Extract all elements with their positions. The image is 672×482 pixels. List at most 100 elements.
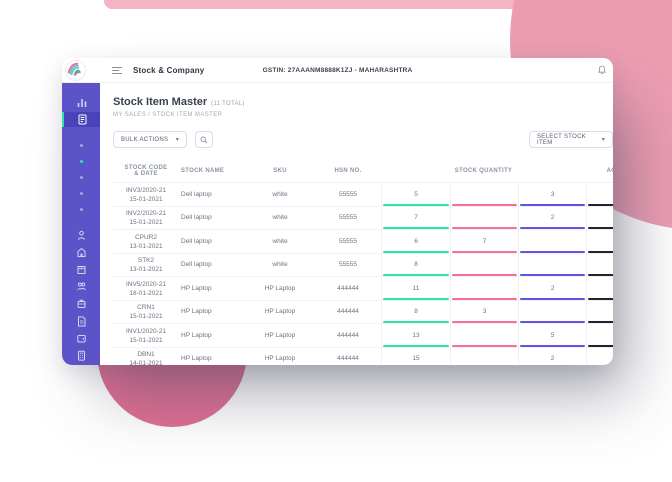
cell-stock-name: HP Laptop	[181, 331, 212, 339]
sidebar-dot-item[interactable]	[79, 175, 83, 179]
store-icon	[77, 247, 85, 257]
cell-quantity-2	[450, 183, 518, 206]
cell-stock-name: Dell laptop	[181, 214, 212, 222]
page-title: Stock Item Master	[113, 96, 208, 108]
cell-sku: white	[272, 190, 288, 198]
cell-stock-code-date: INV3/2020-21 15-01-2021	[125, 186, 167, 203]
cell-sku: white	[272, 237, 288, 245]
sidebar-dot-item[interactable]	[79, 207, 83, 211]
menu-toggle-icon[interactable]	[112, 65, 122, 76]
select-stock-item-dropdown[interactable]: SELECT STOCK ITEM ▾	[529, 131, 613, 148]
breadcrumb[interactable]: MY SALES / STOCK ITEM MASTER	[113, 112, 223, 118]
cell-quantity-1: 15	[381, 347, 450, 365]
sidebar-dot-item[interactable]	[79, 159, 83, 163]
table-row[interactable]: INV5/2020-21 18-01-2021 HP Laptop HP Laptop…	[113, 276, 613, 300]
cell-quantity-3: 2	[518, 347, 586, 365]
table-row[interactable]: INV3/2020-21 15-01-2021 Dell laptop white 55…	[113, 182, 613, 206]
cell-quantity-3: 2	[518, 206, 586, 229]
cell-quantity-1: 7	[381, 206, 450, 229]
cell-sku: HP Laptop	[264, 284, 296, 292]
calculator-icon	[77, 350, 85, 361]
cell-action[interactable]	[586, 300, 613, 323]
sidebar-item-bar-chart[interactable]	[62, 95, 100, 110]
table-row[interactable]: DBN1 14-01-2021 HP Laptop HP Laptop 444444 15…	[113, 346, 613, 365]
brand-logo-icon[interactable]	[65, 59, 86, 81]
cell-quantity-1: 8	[381, 253, 450, 276]
cell-quantity-3	[518, 300, 586, 323]
cell-hsn: 444444	[337, 308, 359, 316]
cell-quantity-2	[450, 277, 518, 300]
col-header-stock-code[interactable]: STOCK CODE & DATE	[124, 165, 168, 177]
bulk-actions-label: BULK ACTIONS	[121, 136, 169, 143]
toolbar: BULK ACTIONS ▾ SELECT STOCK ITEM ▾	[113, 131, 613, 148]
table-row[interactable]: CRN1 15-01-2021 HP Laptop HP Laptop 444444 8 3	[113, 299, 613, 323]
table-row[interactable]: CPUR2 13-01-2021 Dell laptop white 55555 6 7	[113, 229, 613, 253]
cell-quantity-3	[518, 253, 586, 276]
col-header-hsn[interactable]: HSN NO.	[334, 168, 362, 174]
col-header-sku[interactable]: SKU	[273, 168, 287, 174]
bulk-actions-dropdown[interactable]: BULK ACTIONS ▾	[113, 131, 187, 148]
main-content: Stock Item Master (11 TOTAL) MY SALES / …	[100, 83, 613, 365]
cell-action[interactable]	[586, 277, 613, 300]
cell-quantity-3: 3	[518, 183, 586, 206]
sidebar-item-invoice[interactable]	[62, 112, 100, 128]
cell-action[interactable]	[586, 324, 613, 347]
cell-quantity-1: 11	[381, 277, 450, 300]
sidebar-item-document[interactable]	[62, 313, 100, 328]
search-button[interactable]	[195, 131, 213, 148]
briefcase-icon	[77, 300, 85, 309]
contact-icon	[77, 230, 85, 240]
cell-stock-name: Dell laptop	[181, 237, 212, 245]
cell-quantity-1: 6	[381, 230, 450, 253]
stock-table: STOCK CODE & DATE STOCK NAME SKU HSN NO.…	[113, 160, 613, 365]
page-title-count: (11 TOTAL)	[211, 101, 245, 107]
cell-quantity-2	[450, 347, 518, 365]
sidebar-dot-item[interactable]	[79, 191, 83, 195]
cell-quantity-2	[450, 324, 518, 347]
cell-stock-name: HP Laptop	[181, 355, 212, 363]
cell-stock-name: Dell laptop	[181, 261, 212, 269]
sidebar-dot-item[interactable]	[79, 143, 83, 147]
company-name: Stock & Company	[133, 65, 205, 75]
select-stock-item-label: SELECT STOCK ITEM	[537, 133, 587, 146]
table-body: INV3/2020-21 15-01-2021 Dell laptop white 55…	[113, 182, 613, 365]
cell-quantity-2: 3	[450, 300, 518, 323]
cell-stock-code-date: INV1/2020-21 15-01-2021	[125, 327, 167, 344]
sidebar-item-team[interactable]	[62, 279, 100, 294]
table-row[interactable]: INV1/2020-21 15-01-2021 HP Laptop HP Laptop…	[113, 323, 613, 347]
cell-action[interactable]	[586, 183, 613, 206]
sidebar-item-contact[interactable]	[62, 227, 100, 242]
cell-action[interactable]	[586, 206, 613, 229]
invoice-icon	[78, 114, 86, 125]
sidebar-item-wallet[interactable]	[62, 331, 100, 346]
cell-hsn: 55555	[338, 214, 358, 222]
cell-action[interactable]	[586, 253, 613, 276]
cell-sku: white	[272, 214, 288, 222]
cell-action[interactable]	[586, 230, 613, 253]
notifications-bell-icon[interactable]	[597, 65, 607, 75]
package-icon	[77, 265, 85, 274]
cell-quantity-3: 2	[518, 277, 586, 300]
cell-sku: HP Laptop	[264, 308, 296, 316]
table-row[interactable]: STK2 13-01-2021 Dell laptop white 55555 8	[113, 252, 613, 276]
sidebar-nav	[62, 83, 100, 365]
cell-action[interactable]	[586, 347, 613, 365]
cell-stock-name: Dell laptop	[181, 190, 212, 198]
search-icon	[200, 136, 208, 143]
cell-stock-name: HP Laptop	[181, 284, 212, 292]
cell-quantity-2: 7	[450, 230, 518, 253]
top-bar: Stock & Company GSTIN: 27AAANM8888K1ZJ -…	[62, 58, 613, 83]
col-header-action[interactable]: ACTION	[606, 168, 613, 174]
bar-chart-icon	[77, 99, 86, 108]
table-row[interactable]: INV2/2020-21 15-01-2021 Dell laptop white 55…	[113, 205, 613, 229]
cell-sku: HP Laptop	[264, 331, 296, 339]
sidebar-item-store[interactable]	[62, 245, 100, 260]
sidebar-item-calculator[interactable]	[62, 348, 100, 363]
document-icon	[77, 316, 85, 327]
col-header-stock-quantity[interactable]: STOCK QUANTITY	[454, 168, 513, 174]
sidebar-item-briefcase[interactable]	[62, 296, 100, 311]
col-header-stock-name[interactable]: STOCK NAME	[181, 168, 225, 174]
sidebar-item-package[interactable]	[62, 262, 100, 277]
cell-stock-code-date: INV2/2020-21 15-01-2021	[125, 210, 167, 227]
gstin-label: GSTIN: 27AAANM8888K1ZJ - MAHARASHTRA	[262, 66, 413, 74]
